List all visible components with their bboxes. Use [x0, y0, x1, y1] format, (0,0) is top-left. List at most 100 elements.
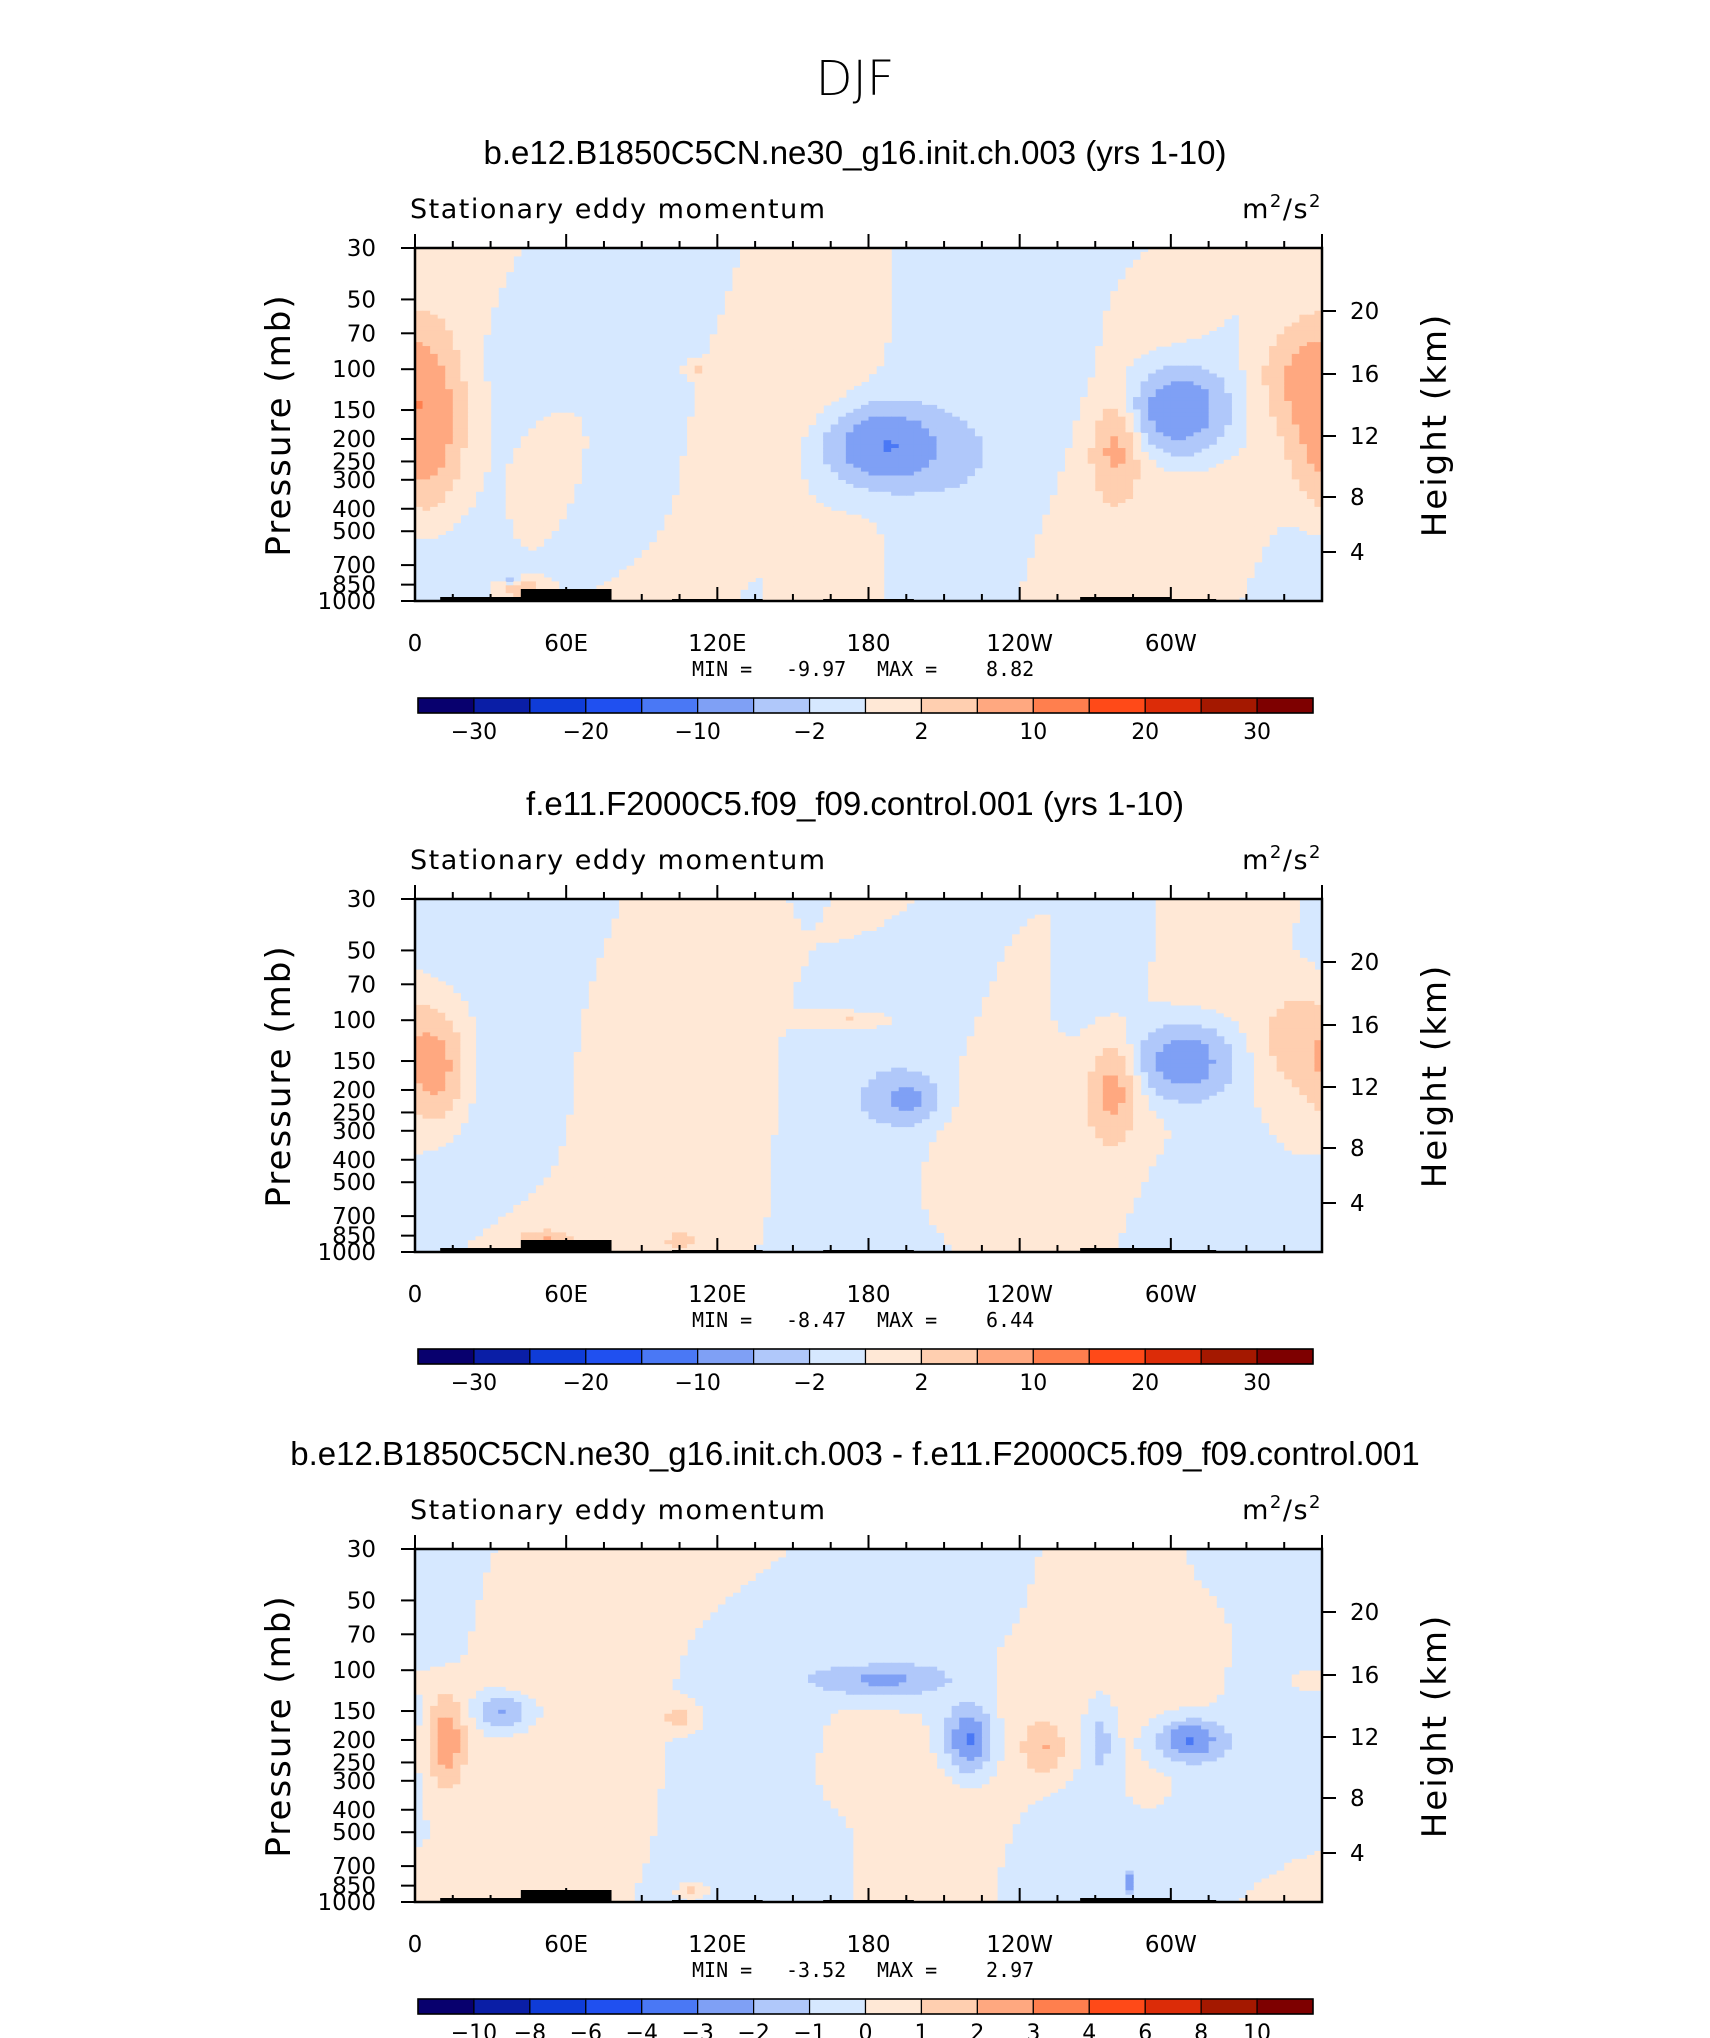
contour-cell	[1133, 302, 1142, 308]
contour-cell	[815, 369, 824, 375]
contour-cell	[1299, 448, 1308, 453]
contour-cell	[808, 357, 817, 363]
contour-cell	[1095, 463, 1104, 469]
contour-cell	[475, 436, 484, 441]
contour-cell	[1223, 510, 1232, 516]
contour-cell	[452, 365, 461, 371]
contour-cell	[1178, 330, 1187, 335]
contour-cell	[1253, 448, 1263, 453]
contour-cell	[928, 463, 938, 469]
contour-cell	[770, 491, 779, 496]
contour-cell	[868, 440, 877, 445]
contour-cell	[1170, 259, 1179, 265]
contour-cell	[891, 440, 900, 445]
contour-cell	[1133, 522, 1142, 528]
contour-cell	[702, 404, 711, 410]
contour-cell	[1102, 495, 1111, 500]
contour-cell	[1291, 404, 1300, 410]
contour-cell	[724, 499, 734, 504]
contour-cell	[452, 330, 461, 335]
contour-cell	[1299, 483, 1308, 488]
contour-cell	[1291, 251, 1300, 257]
contour-cell	[1299, 412, 1308, 418]
contour-cell	[1246, 271, 1255, 277]
contour-cell	[724, 353, 734, 359]
contour-cell	[1117, 451, 1127, 457]
contour-cell	[785, 326, 794, 331]
contour-cell	[505, 487, 514, 492]
contour-cell	[430, 338, 439, 343]
contour-cell	[437, 436, 446, 441]
contour-cell	[452, 514, 461, 520]
contour-cell	[1155, 428, 1164, 433]
contour-cell	[1291, 263, 1300, 269]
contour-cell	[830, 279, 839, 284]
contour-cell	[1072, 499, 1081, 504]
contour-cell	[679, 475, 688, 481]
contour-cell	[853, 255, 862, 261]
contour-cell	[1102, 377, 1111, 382]
contour-cell	[755, 295, 764, 300]
contour-cell	[430, 349, 439, 355]
contour-cell	[430, 314, 439, 320]
contour-cell	[1148, 287, 1157, 292]
contour-cell	[1299, 416, 1308, 422]
contour-cell	[445, 483, 454, 488]
contour-cell	[1193, 326, 1202, 331]
contour-cell	[1291, 334, 1300, 339]
contour-cell	[1133, 538, 1142, 543]
contour-cell	[1208, 283, 1217, 288]
contour-cell	[475, 455, 484, 461]
contour-cell	[422, 428, 431, 433]
contour-cell	[467, 338, 477, 343]
contour-cell	[1095, 381, 1104, 386]
contour-cell	[709, 440, 718, 445]
contour-cell	[415, 373, 424, 379]
contour-cell	[1291, 338, 1300, 343]
contour-cell	[1110, 326, 1119, 331]
contour-cell	[1102, 526, 1111, 531]
contour-cell	[1193, 287, 1202, 292]
contour-cell	[460, 479, 469, 484]
contour-cell	[1110, 432, 1119, 437]
contour-cell	[1276, 467, 1285, 473]
contour-cell	[1208, 400, 1217, 406]
contour-cell	[876, 353, 885, 359]
contour-cell	[460, 432, 469, 437]
contour-cell	[1117, 393, 1127, 398]
contour-cell	[747, 357, 756, 363]
contour-cell	[1170, 251, 1179, 257]
contour-cell	[1314, 259, 1322, 265]
contour-cell	[520, 487, 529, 492]
contour-cell	[740, 436, 749, 441]
contour-cell	[808, 369, 817, 375]
contour-cell	[792, 451, 802, 457]
contour-cell	[483, 467, 492, 473]
contour-cell	[724, 349, 734, 355]
contour-cell	[1080, 404, 1089, 410]
contour-cell	[770, 322, 779, 328]
contour-cell	[876, 404, 885, 410]
contour-cell	[1246, 389, 1255, 394]
contour-cell	[860, 291, 870, 296]
contour-cell	[460, 287, 469, 292]
contour-cell	[498, 248, 507, 253]
contour-cell	[490, 275, 499, 280]
contour-cell	[437, 357, 446, 363]
contour-cell	[422, 518, 431, 524]
contour-cell	[498, 279, 507, 284]
contour-cell	[430, 471, 439, 477]
contour-cell	[1110, 330, 1119, 335]
contour-cell	[1170, 275, 1179, 280]
contour-cell	[1117, 408, 1127, 414]
contour-cell	[687, 483, 696, 488]
contour-cell	[415, 475, 424, 481]
contour-cell	[1216, 389, 1225, 394]
contour-cell	[1314, 271, 1322, 277]
contour-cell	[1276, 448, 1285, 453]
contour-cell	[1269, 389, 1278, 394]
contour-cell	[1208, 518, 1217, 524]
contour-cell	[1306, 385, 1316, 390]
contour-cell	[1314, 444, 1322, 449]
contour-cell	[853, 291, 862, 296]
